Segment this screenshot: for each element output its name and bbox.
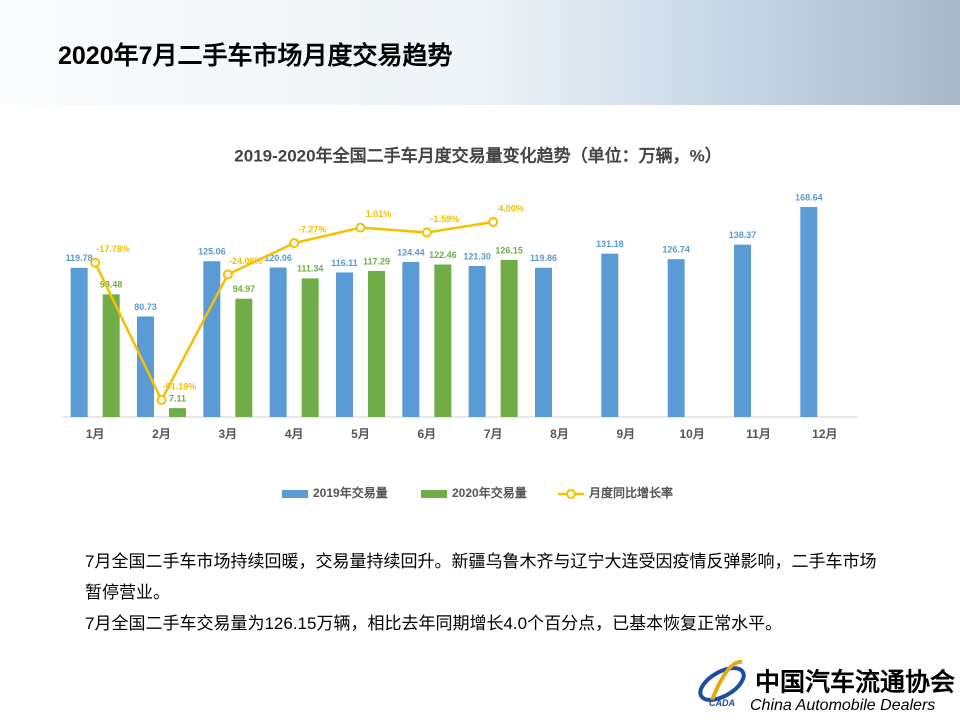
bar — [601, 253, 619, 417]
bar — [336, 272, 353, 417]
bar — [301, 278, 319, 417]
bar-label: 121.30 — [463, 251, 491, 261]
bar — [203, 261, 221, 417]
line-marker — [90, 257, 101, 268]
bar-label: 124.44 — [397, 247, 425, 257]
x-tick-label: 5月 — [351, 427, 370, 441]
bar — [169, 408, 186, 417]
header: 2020年7月二手车市场月度交易趋势 — [0, 0, 960, 105]
bar-label: 80.73 — [134, 302, 157, 312]
bar — [235, 298, 253, 417]
paragraph: 7月全国二手车交易量为126.15万辆，相比去年同期增长4.0个百分点，已基本恢… — [85, 614, 783, 633]
bar-label: 111.34 — [297, 264, 324, 274]
bar-label: 120.06 — [264, 253, 292, 263]
x-tick-label: 6月 — [417, 427, 436, 441]
line-marker — [355, 222, 366, 233]
bar-label: 122.46 — [429, 250, 457, 260]
bar — [734, 244, 751, 417]
x-tick-label: 2月 — [152, 427, 171, 441]
line-label: 4.00% — [498, 203, 524, 213]
bar-label: 119.86 — [530, 253, 557, 263]
bar — [800, 207, 818, 417]
x-tick-label: 9月 — [616, 427, 635, 441]
line-marker — [421, 227, 432, 238]
bar-label: 98.48 — [100, 280, 123, 290]
logo-abbr: CADA — [709, 698, 735, 708]
bar — [468, 265, 486, 417]
x-tick-label: 4月 — [285, 427, 304, 441]
bar — [70, 267, 88, 417]
line-marker — [156, 395, 167, 406]
line-marker — [289, 238, 300, 249]
legend-symbol — [421, 490, 447, 498]
bar-label: 94.97 — [233, 284, 256, 294]
paragraph: 7月全国二手车市场持续回暖，交易量持续回升。新疆乌鲁木齐与辽宁大连受因疫情反弹影… — [85, 552, 877, 602]
bar — [402, 262, 420, 417]
line-marker — [222, 269, 233, 280]
bar-label: 168.64 — [795, 192, 823, 202]
legend-label: 月度同比增长率 — [588, 485, 673, 500]
line-label: -91.19% — [163, 381, 197, 391]
legend-label: 2019年交易量 — [313, 485, 388, 500]
bar — [667, 259, 685, 417]
line-label: -17.78% — [96, 244, 130, 254]
legend-label: 2020年交易量 — [452, 485, 527, 500]
bar — [269, 267, 287, 417]
bar-label: 126.74 — [662, 245, 690, 255]
line-label: -24.06% — [229, 256, 263, 266]
bar — [102, 294, 120, 417]
logo-english: China Automobile Dealers — [750, 697, 935, 714]
x-tick-label: 7月 — [484, 427, 503, 441]
bar-label: 131.18 — [596, 239, 624, 249]
x-tick-label: 10月 — [679, 427, 704, 441]
x-tick-label: 8月 — [550, 427, 569, 441]
body-text: 7月全国二手车市场持续回暖，交易量持续回升。新疆乌鲁木齐与辽宁大连受因疫情反弹影… — [85, 546, 885, 639]
bar — [535, 267, 552, 417]
bar-label: 119.78 — [66, 253, 93, 263]
x-tick-label: 12月 — [812, 427, 837, 441]
x-tick-label: 11月 — [746, 427, 771, 441]
logo-mark: CADA — [698, 659, 746, 708]
line-label: -1.59% — [431, 214, 460, 224]
legend-symbol — [566, 489, 576, 499]
logo-name: 中国汽车流通协会 — [755, 668, 955, 697]
bar — [368, 270, 385, 417]
bar-label: 117.29 — [363, 256, 390, 266]
bar-label: 116.11 — [331, 258, 358, 268]
bar-label: 138.37 — [729, 230, 757, 240]
chart-title: 2019-2020年全国二手车月度交易量变化趋势（单位：万辆，%） — [234, 145, 721, 165]
x-tick-label: 3月 — [218, 427, 237, 441]
bar-label: 126.15 — [495, 245, 523, 255]
line-marker — [488, 217, 499, 228]
line-label: -7.27% — [298, 224, 327, 234]
header-title: 2020年7月二手车市场月度交易趋势 — [58, 42, 453, 70]
bar — [500, 259, 518, 417]
bar — [434, 264, 452, 417]
line-label: 1.01% — [366, 209, 392, 219]
legend-symbol — [282, 490, 308, 498]
x-tick-label: 1月 — [86, 427, 105, 441]
bar-label: 7.11 — [169, 394, 186, 404]
bar-label: 125.06 — [198, 247, 226, 257]
